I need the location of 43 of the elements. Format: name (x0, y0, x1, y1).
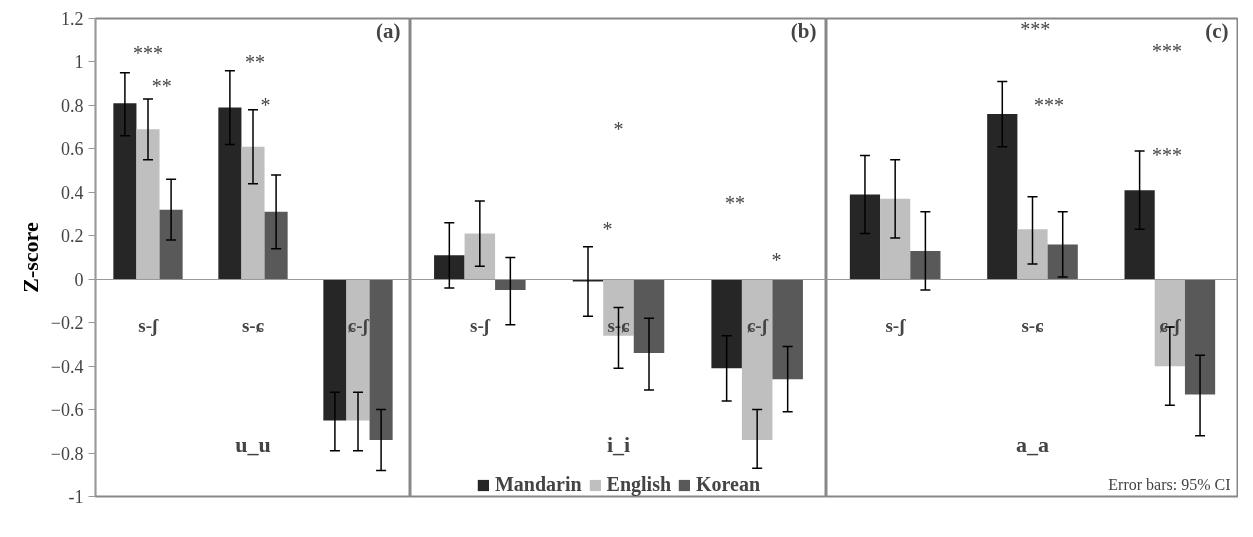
annotation: *** (1152, 40, 1183, 63)
chart-title: (c) (1205, 18, 1229, 43)
y-tick-label: −0.2 (50, 313, 84, 334)
y-tick-label: 0.4 (61, 182, 84, 203)
x-axis-title: u_u (235, 431, 271, 457)
legend-label: Mandarin (494, 473, 582, 496)
annotation: * (613, 118, 624, 141)
legend-label: Korean (696, 473, 761, 496)
x-tick-label: ɕ-ʃ (746, 315, 769, 337)
y-tick-label: 0 (74, 269, 84, 290)
y-axis-title: Z-score (17, 222, 43, 293)
x-tick-label: s-ʃ (885, 315, 907, 337)
x-tick-label: s-ɕ (241, 315, 265, 337)
x-tick-label: s-ɕ (1021, 315, 1044, 337)
y-tick-label: 0.2 (61, 226, 84, 247)
annotation: *** (133, 42, 163, 65)
y-tick-label: −0.4 (50, 356, 84, 377)
y-tick-label: -1 (68, 487, 84, 507)
annotation: * (771, 248, 782, 271)
legend-label: English (606, 473, 672, 496)
y-tick-label: −0.6 (50, 400, 84, 421)
annotation: Error bars: 95% CI (1108, 475, 1231, 493)
y-tick-label: 1 (74, 52, 84, 73)
x-axis-title: a_a (1016, 431, 1049, 457)
x-tick-label: s-ʃ (470, 315, 491, 337)
annotation: *** (1020, 18, 1051, 41)
y-tick-label: −0.8 (50, 443, 84, 464)
y-tick-label: 0.6 (61, 139, 84, 160)
annotation: * (260, 94, 271, 117)
x-tick-label: ɕ-ʃ (347, 315, 370, 337)
y-tick-label: 0.8 (61, 95, 84, 116)
annotation: ** (245, 50, 266, 73)
annotation: ** (724, 192, 745, 215)
annotation: * (602, 218, 613, 241)
annotation: ** (151, 74, 172, 97)
x-axis-title: i_i (606, 431, 631, 457)
x-tick-label: s-ʃ (138, 315, 159, 337)
chart-title: (a) (376, 18, 401, 43)
y-tick-label: 1.2 (61, 9, 84, 29)
annotation: *** (1033, 94, 1064, 117)
x-tick-label: ɕ-ʃ (1159, 315, 1182, 337)
chart-title: (b) (790, 18, 817, 43)
annotation: *** (1152, 144, 1183, 167)
